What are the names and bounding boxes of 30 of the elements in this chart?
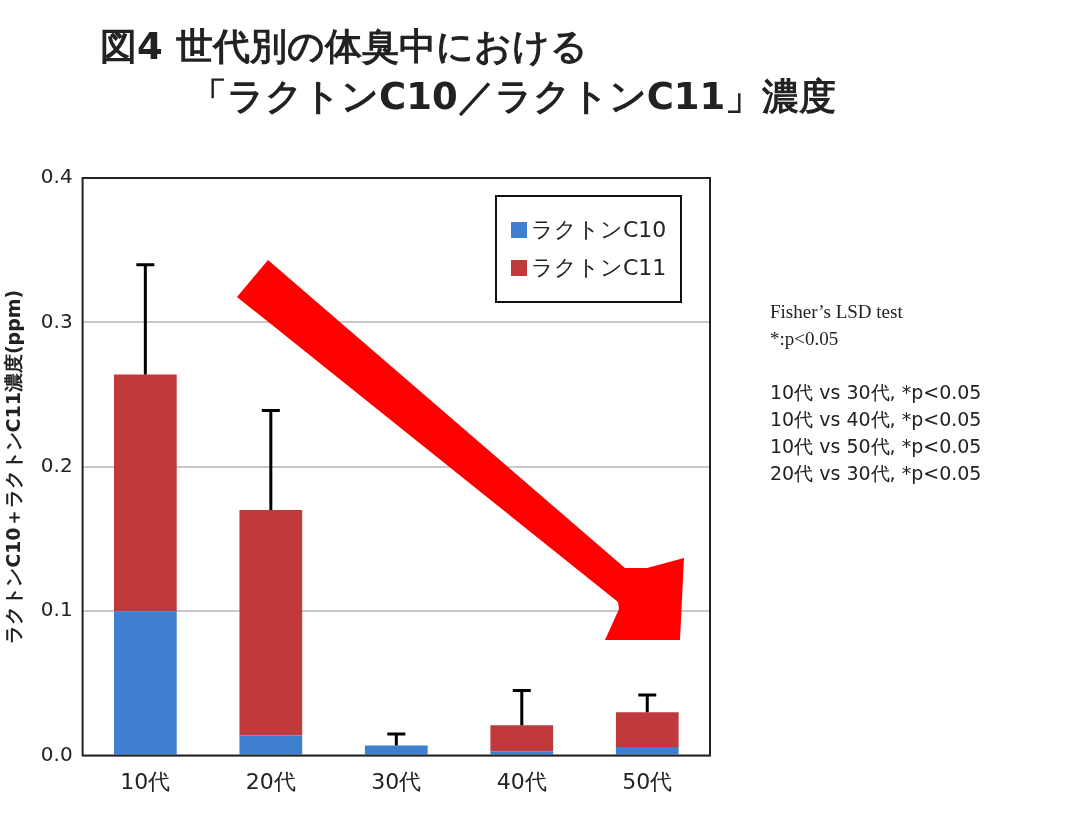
y-tick-label: 0.3 [40,308,73,333]
text: 10代 vs 40代, *p<0.05 [770,407,982,432]
text: 20代 vs 30代, *p<0.05 [770,461,982,486]
x-tick-label: 30代 [371,768,422,794]
legend-label: ラクトンC10 [531,216,667,244]
x-tick-label: 50代 [622,768,673,794]
legend-label: ラクトンC11 [531,254,667,282]
x-tick-label: 20代 [245,768,296,794]
bar [239,735,303,755]
text: 10代 vs 30代, *p<0.05 [770,380,982,405]
text: *:p<0.05 [770,327,840,351]
bar [490,751,554,755]
bar [615,712,679,747]
bar [239,510,303,736]
y-tick-label: 0.1 [40,597,73,622]
y-tick-label: 0.2 [40,453,73,477]
chart-subtitle: 「ラクトンC10／ラクトンC11」濃度 [189,74,837,120]
bar [113,374,177,612]
y-axis-title: ラクトンC10＋ラクトンC11濃度(ppm) [2,289,25,644]
x-tick-label: 40代 [496,768,547,794]
y-tick-label: 0.0 [40,741,73,766]
bar [364,745,428,755]
text: Fisher’s LSD test [770,300,904,324]
bar [113,611,177,755]
bar [615,746,679,755]
y-tick-label: 0.4 [40,164,73,189]
text: 10代 vs 50代, *p<0.05 [770,434,982,459]
chart-title: 図4 世代別の体臭中における [100,24,589,70]
bar [490,725,554,752]
x-tick-label: 10代 [120,768,171,794]
